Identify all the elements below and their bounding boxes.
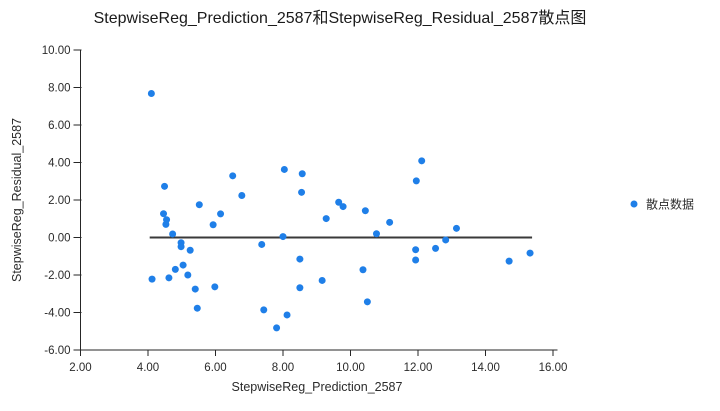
legend: 散点数据 — [630, 197, 694, 212]
y-tick-label: -4.00 — [44, 308, 70, 320]
scatter-point — [211, 283, 219, 291]
scatter-point — [186, 246, 194, 254]
x-tick-label: 10.00 — [336, 362, 365, 374]
scatter-point — [418, 157, 426, 165]
legend-marker-icon — [630, 200, 638, 208]
x-tick-label: 12.00 — [404, 362, 433, 374]
x-tick-label: 16.00 — [539, 362, 568, 374]
scatter-point — [258, 240, 266, 248]
scatter-point — [359, 266, 367, 274]
scatter-point — [162, 220, 170, 228]
y-axis: -6.00 -4.00 -2.00 0.00 2.00 4.00 6.00 8.00 10.00 — [42, 45, 82, 357]
scatter-point — [147, 90, 155, 97]
x-tick-label: 2.00 — [69, 362, 91, 374]
scatter-point — [412, 256, 420, 264]
scatter-point — [372, 230, 380, 238]
scatter-point — [363, 298, 371, 306]
y-tick-label: 2.00 — [48, 195, 70, 207]
x-tick-label: 14.00 — [471, 362, 500, 374]
y-tick-label: -6.00 — [44, 345, 70, 357]
y-tick-label: 6.00 — [48, 120, 70, 132]
x-axis: 2.00 4.00 6.00 8.00 10.00 12.00 14.00 16.00 — [69, 349, 568, 374]
scatter-point — [322, 215, 330, 223]
data-points — [147, 90, 534, 332]
scatter-point — [296, 284, 304, 292]
scatter-point — [283, 311, 291, 319]
scatter-point — [160, 210, 168, 218]
scatter-point — [442, 236, 450, 244]
scatter-point — [318, 276, 326, 284]
scatter-point — [161, 182, 169, 190]
scatter-point — [171, 265, 179, 273]
scatter-point — [209, 221, 217, 229]
scatter-point — [279, 233, 287, 241]
scatter-point — [238, 192, 246, 199]
scatter-point — [432, 244, 440, 252]
scatter-point — [229, 172, 237, 180]
scatter-point — [298, 188, 306, 196]
scatter-point — [386, 218, 394, 226]
scatter-point — [526, 249, 534, 257]
x-tick-label: 4.00 — [137, 362, 159, 374]
scatter-point — [217, 210, 225, 218]
scatter-point — [195, 201, 203, 209]
scatter-point — [412, 246, 420, 254]
scatter-point — [184, 271, 192, 279]
scatter-point — [339, 203, 347, 211]
scatter-point — [273, 324, 281, 332]
scatter-point — [179, 261, 187, 269]
legend-label: 散点数据 — [646, 197, 694, 212]
scatter-point — [193, 304, 201, 312]
scatter-point — [505, 257, 513, 265]
scatter-point — [335, 198, 343, 206]
y-tick-label: 4.00 — [48, 158, 70, 170]
y-tick-label: 10.00 — [42, 45, 71, 57]
scatter-point — [165, 274, 173, 282]
y-tick-label: 8.00 — [48, 83, 70, 95]
scatter-point — [361, 207, 369, 215]
scatter-point — [260, 306, 268, 314]
x-tick-label: 8.00 — [272, 362, 294, 374]
scatter-point — [177, 243, 185, 251]
scatter-point — [148, 275, 156, 283]
chart-title: StepwiseReg_Prediction_2587和StepwiseReg_… — [94, 9, 587, 27]
x-tick-label: 6.00 — [204, 362, 226, 374]
scatter-point — [298, 170, 306, 178]
scatter-point — [280, 165, 288, 173]
y-tick-label: -2.00 — [44, 270, 70, 282]
scatter-point — [452, 224, 460, 232]
scatter-point — [412, 177, 420, 185]
scatter-point — [296, 255, 304, 263]
y-tick-label: 0.00 — [48, 233, 70, 245]
y-axis-title: StepwiseReg_Residual_2587 — [10, 118, 24, 282]
scatter-point — [169, 230, 177, 238]
scatter-point — [191, 285, 199, 293]
x-axis-title: StepwiseReg_Prediction_2587 — [232, 380, 403, 394]
